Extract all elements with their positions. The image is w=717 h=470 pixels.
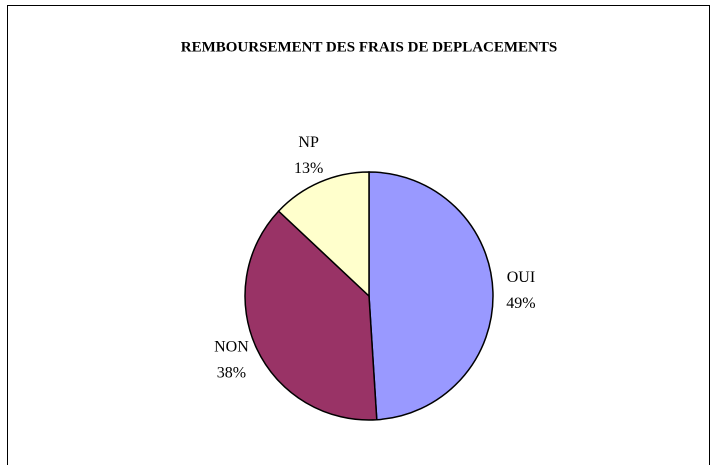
pie-slice	[277, 171, 370, 298]
slice-value-label: 13%	[294, 160, 323, 177]
slice-category-label: NON	[214, 338, 249, 355]
pie-slice	[368, 171, 494, 421]
chart-title: REMBOURSEMENT DES FRAIS DE DEPLACEMENTS	[181, 39, 557, 55]
slice-category-label: OUI	[507, 269, 535, 286]
slice-value-label: 49%	[506, 295, 535, 312]
pie-slice	[244, 210, 378, 421]
slice-value-label: 38%	[217, 364, 246, 381]
slice-category-label: NP	[298, 134, 319, 151]
